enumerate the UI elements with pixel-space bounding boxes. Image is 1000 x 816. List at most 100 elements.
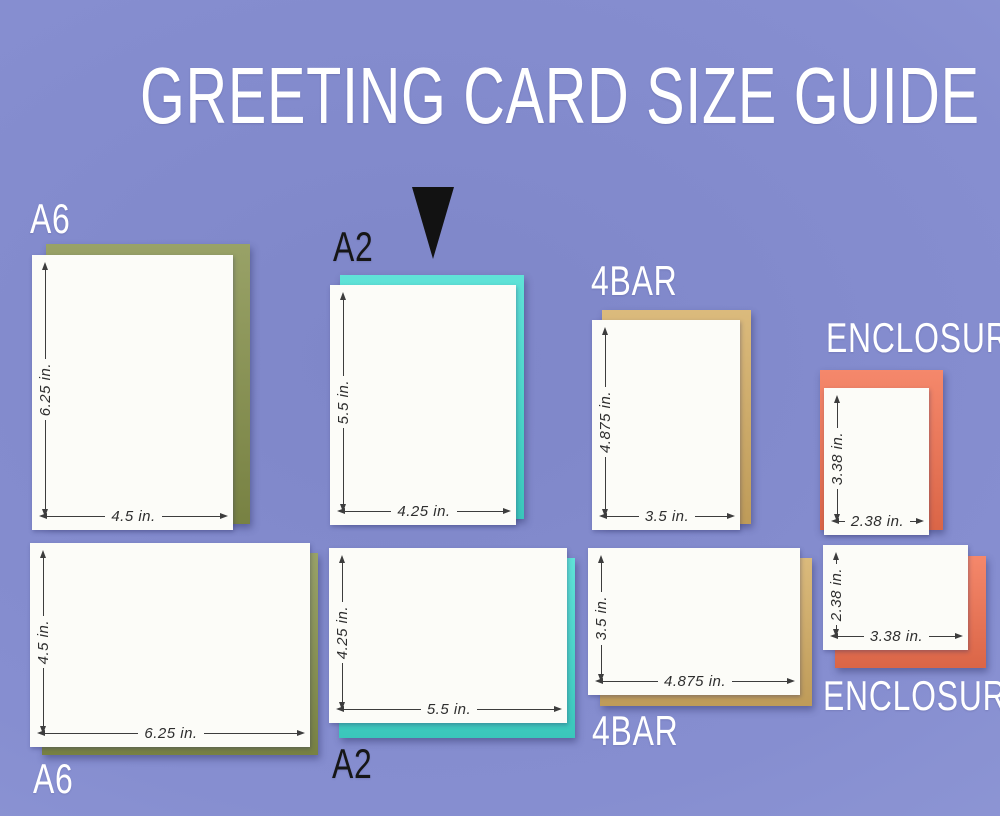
dimension-line xyxy=(47,515,106,517)
arrow-left-icon xyxy=(37,730,45,736)
height-dimension: 3.38 in. xyxy=(828,395,846,522)
dimension-line xyxy=(604,457,606,510)
height-dimension: 6.25 in. xyxy=(36,262,54,517)
width-value: 4.875 in. xyxy=(663,672,727,690)
size-label-a2-portrait: A2 xyxy=(333,223,374,270)
dimension-line xyxy=(835,560,837,564)
dimension-line xyxy=(42,558,44,616)
arrow-up-icon xyxy=(339,555,345,563)
dimension-line xyxy=(345,510,392,512)
height-dimension: 5.5 in. xyxy=(334,292,352,512)
arrow-up-icon xyxy=(42,262,48,270)
dimension-line xyxy=(44,420,46,509)
dimension-line xyxy=(341,663,343,702)
dimension-line xyxy=(910,520,916,522)
arrow-up-icon xyxy=(40,550,46,558)
height-value: 2.38 in. xyxy=(827,567,845,622)
width-value: 4.25 in. xyxy=(397,502,451,520)
dimension-line xyxy=(929,635,955,637)
dimension-line xyxy=(161,515,220,517)
arrow-left-icon xyxy=(599,513,607,519)
height-dimension: 4.875 in. xyxy=(596,327,614,518)
arrow-right-icon xyxy=(916,518,924,524)
dimension-line xyxy=(835,625,837,629)
arrow-up-icon xyxy=(340,292,346,300)
arrow-up-icon xyxy=(833,552,839,560)
dimension-line xyxy=(836,489,838,514)
dimension-line xyxy=(42,668,44,726)
height-value: 3.5 in. xyxy=(592,596,610,641)
width-value: 6.25 in. xyxy=(144,724,198,742)
dimension-line xyxy=(341,563,343,602)
dimension-line xyxy=(732,680,788,682)
arrow-right-icon xyxy=(787,678,796,684)
width-dimension: 2.38 in. xyxy=(831,512,924,530)
card-4bar-landscape: 3.5 in. 4.875 in. xyxy=(588,548,800,695)
dimension-line xyxy=(604,335,606,387)
size-label-4bar-portrait: 4BAR xyxy=(591,257,678,304)
dimension-line xyxy=(839,520,845,522)
height-value: 4.25 in. xyxy=(333,605,351,660)
dimension-line xyxy=(342,428,344,504)
arrow-left-icon xyxy=(336,706,344,712)
width-value: 2.38 in. xyxy=(850,512,905,530)
width-dimension: 3.38 in. xyxy=(830,627,963,645)
height-dimension: 2.38 in. xyxy=(827,552,845,637)
height-dimension: 4.5 in. xyxy=(34,550,52,734)
dimension-line xyxy=(600,644,602,674)
dimension-line xyxy=(836,403,838,428)
dimension-line xyxy=(603,680,658,682)
arrow-right-icon xyxy=(554,706,562,712)
arrow-left-icon xyxy=(830,633,838,639)
size-label-a2-landscape: A2 xyxy=(332,740,373,787)
page-title: GREETING CARD SIZE GUIDE xyxy=(140,51,980,140)
card-a6-landscape: 4.5 in. 6.25 in. xyxy=(30,543,310,747)
card-enclosure-landscape: 2.38 in. 3.38 in. xyxy=(823,545,968,650)
height-value: 3.38 in. xyxy=(828,431,846,486)
size-label-4bar-landscape: 4BAR xyxy=(592,707,679,754)
width-value: 3.38 in. xyxy=(869,627,924,645)
dimension-line xyxy=(44,270,46,359)
arrow-up-icon xyxy=(602,327,608,335)
dimension-line xyxy=(695,515,727,517)
dimension-line xyxy=(45,732,139,734)
arrow-up-icon xyxy=(598,555,604,563)
height-value: 6.25 in. xyxy=(36,362,54,417)
card-4bar-portrait: 4.875 in. 3.5 in. xyxy=(592,320,740,530)
size-label-a6-portrait: A6 xyxy=(30,195,71,242)
arrow-right-icon xyxy=(220,513,228,519)
arrow-left-icon xyxy=(337,508,345,514)
dimension-line xyxy=(838,635,864,637)
arrow-right-icon xyxy=(503,508,511,514)
width-dimension: 4.25 in. xyxy=(337,502,511,520)
dimension-line xyxy=(203,732,297,734)
arrow-right-icon xyxy=(727,513,735,519)
card-a6-portrait: 6.25 in. 4.5 in. xyxy=(32,255,233,530)
width-dimension: 6.25 in. xyxy=(37,724,305,742)
dimension-line xyxy=(607,515,639,517)
width-dimension: 4.875 in. xyxy=(595,672,796,690)
width-value: 3.5 in. xyxy=(644,507,690,525)
dimension-line xyxy=(600,563,602,593)
width-dimension: 3.5 in. xyxy=(599,507,735,525)
height-dimension: 3.5 in. xyxy=(592,555,610,682)
height-value: 5.5 in. xyxy=(334,379,352,425)
size-label-a6-landscape: A6 xyxy=(33,755,74,802)
a2-pointer-triangle-down-icon xyxy=(412,187,454,259)
dimension-line xyxy=(456,510,503,512)
dimension-line xyxy=(477,708,554,710)
size-label-enclosure-portrait: ENCLOSURE xyxy=(826,314,1000,361)
arrow-right-icon xyxy=(955,633,963,639)
arrow-left-icon xyxy=(39,513,47,519)
height-value: 4.5 in. xyxy=(34,619,52,665)
card-a2-landscape: 4.25 in. 5.5 in. xyxy=(329,548,567,723)
height-value: 4.875 in. xyxy=(596,390,614,454)
arrow-right-icon xyxy=(297,730,305,736)
dimension-line xyxy=(342,300,344,376)
arrow-left-icon xyxy=(595,678,603,684)
arrow-up-icon xyxy=(834,395,840,403)
size-label-enclosure-landscape: ENCLOSURE xyxy=(823,672,1000,719)
width-dimension: 4.5 in. xyxy=(39,507,228,525)
width-dimension: 5.5 in. xyxy=(336,700,562,718)
